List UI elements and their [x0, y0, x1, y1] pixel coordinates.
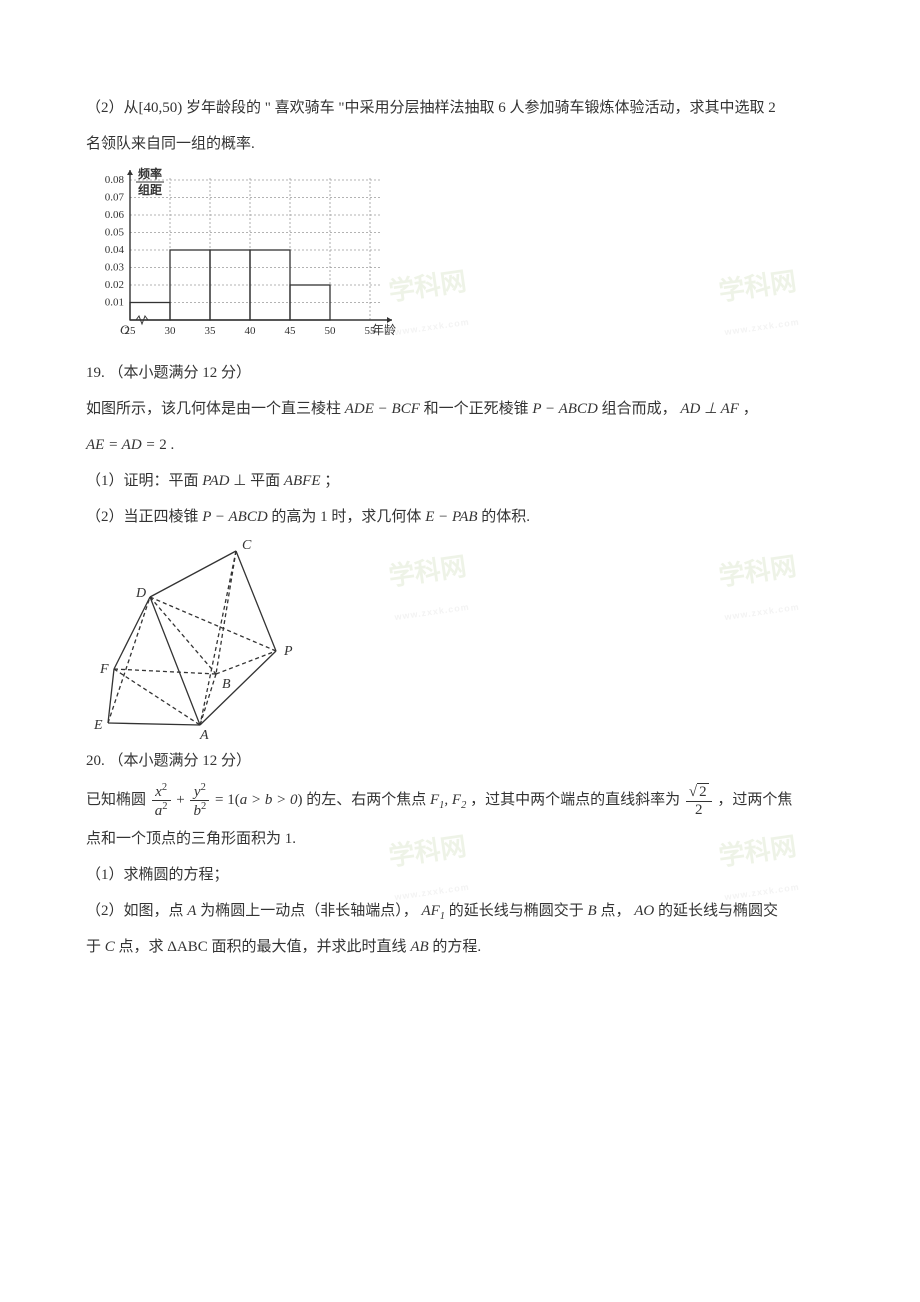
q19-l1c: 组合而成， [598, 401, 681, 417]
svg-text:40: 40 [245, 325, 257, 337]
slope-num: 2 [697, 783, 709, 801]
geometry-svg: C D P B F E A [86, 539, 306, 739]
geometry-figure: C D P B F E A [86, 539, 834, 739]
svg-text:0.04: 0.04 [105, 244, 125, 256]
q20-p3b: 点，求 [115, 939, 168, 955]
slope-frac: √2 2 [686, 783, 712, 818]
q18-part2-line1: （2）从[40,50) 岁年龄段的 " 喜欢骑车 "中采用分层抽样法抽取 6 人… [86, 90, 834, 126]
eq-eq: = 1( [215, 792, 240, 808]
q20-p2a: （2）如图，点 [86, 903, 187, 919]
q20-header: 20. （本小题满分 12 分） [86, 743, 834, 779]
svg-text:D: D [135, 586, 146, 601]
q20-tri: ΔABC [167, 939, 208, 955]
q20-p3a: 于 [86, 939, 105, 955]
q19-p2: （2）当正四棱锥 P − ABCD 的高为 1 时，求几何体 E − PAB 的… [86, 499, 834, 535]
svg-text:30: 30 [165, 325, 177, 337]
q20-p3c: 面积的最大值，并求此时直线 [208, 939, 411, 955]
q19-eq-l: AE = AD = [86, 437, 159, 453]
q20-p2c: 的延长线与椭圆交于 [445, 903, 588, 919]
svg-text:0.02: 0.02 [105, 279, 124, 291]
q19-line1: 如图所示，该几何体是由一个直三棱柱 ADE − BCF 和一个正死棱锥 P − … [86, 391, 834, 427]
q19-prism: ADE − BCF [345, 401, 420, 417]
q19-p2c: 的体积. [478, 509, 531, 525]
svg-text:C: C [242, 539, 252, 553]
ellipse-frac-1: x2 a2 [152, 782, 171, 820]
q19-plane1: PAD [202, 473, 229, 489]
q18-p2-prefix: （2）从 [86, 100, 139, 116]
q20-p2d: 点， [597, 903, 635, 919]
q19-p2a: （2）当正四棱锥 [86, 509, 202, 525]
svg-text:0.06: 0.06 [105, 209, 125, 221]
svg-text:F: F [99, 662, 109, 677]
svg-text:50: 50 [325, 325, 337, 337]
q20-p3: 于 C 点，求 ΔABC 面积的最大值，并求此时直线 AB 的方程. [86, 929, 834, 965]
svg-text:0.03: 0.03 [105, 262, 125, 274]
svg-text:0.07: 0.07 [105, 192, 125, 204]
q19-plane2: ABFE [284, 473, 321, 489]
svg-text:O: O [120, 322, 130, 337]
q20-p2: （2）如图，点 A 为椭圆上一动点（非长轴端点）， AF1 的延长线与椭圆交于 … [86, 893, 834, 929]
q20-line2: 点和一个顶点的三角形面积为 1. [86, 821, 834, 857]
q19-perp: AD ⊥ AF [680, 401, 739, 417]
q20-line1: 已知椭圆 x2 a2 + y2 b2 = 1(a > b > 0) 的左、右两个… [86, 779, 834, 821]
histogram-figure: 0.080.070.060.050.040.030.020.0125303540… [86, 166, 834, 351]
q20-AO: AO [634, 903, 654, 919]
q18-p2-mid: 岁年龄段的 " 喜欢骑车 "中采用分层抽样法抽取 6 人参加骑车锻炼体验活动，求… [182, 100, 776, 116]
q20-AF1: AF1 [421, 903, 445, 919]
q20-p2e: 的延长线与椭圆交 [654, 903, 778, 919]
ellipse-frac-2: y2 b2 [190, 782, 209, 820]
q19-eq-r: 2 . [159, 437, 174, 453]
svg-text:年龄/岁: 年龄/岁 [372, 322, 396, 337]
q20-foci: F1, F2 [430, 792, 466, 808]
q19-p2b: 的高为 1 时，求几何体 [268, 509, 426, 525]
q20-p1: （1）求椭圆的方程； [86, 857, 834, 893]
q19-p1a: （1）证明：平面 [86, 473, 202, 489]
histogram-svg: 0.080.070.060.050.040.030.020.0125303540… [86, 166, 396, 351]
svg-text:0.01: 0.01 [105, 297, 124, 309]
svg-text:E: E [93, 718, 103, 733]
q20-l1a: 已知椭圆 [86, 792, 150, 808]
plus-sign: + [176, 792, 188, 808]
q20-l1c: ，过两个焦 [717, 792, 792, 808]
q20-p2b: 为椭圆上一动点（非长轴端点）， [196, 903, 421, 919]
q20-C: C [105, 939, 115, 955]
q20-AB: AB [410, 939, 428, 955]
svg-text:A: A [199, 728, 209, 739]
svg-text:0.08: 0.08 [105, 174, 125, 186]
svg-text:0.05: 0.05 [105, 227, 125, 239]
q19-l1d: ， [739, 401, 758, 417]
eq-cond: a > b > 0 [240, 792, 298, 808]
svg-text:B: B [222, 677, 231, 692]
q19-l1b: 和一个正死棱锥 [420, 401, 533, 417]
eq-x: x [155, 784, 162, 800]
q19-pyr2: P − ABCD [202, 509, 267, 525]
q19-header: 19. （本小题满分 12 分） [86, 355, 834, 391]
slope-den: 2 [686, 802, 712, 819]
q19-l1a: 如图所示，该几何体是由一个直三棱柱 [86, 401, 345, 417]
q19-p1: （1）证明：平面 PAD ⊥ 平面 ABFE ； [86, 463, 834, 499]
q19-p1c: ； [320, 473, 339, 489]
svg-text:45: 45 [285, 325, 297, 337]
svg-text:频率: 频率 [138, 166, 162, 181]
q19-pyramid: P − ABCD [532, 401, 597, 417]
eq-y: y [194, 784, 201, 800]
q18-interval: [40,50) [139, 100, 183, 116]
svg-text:35: 35 [205, 325, 217, 337]
q20-B: B [588, 903, 597, 919]
q18-part2-line2: 名领队来自同一组的概率. [86, 126, 834, 162]
eq-close: ) [297, 792, 302, 808]
q19-p1b: ⊥ 平面 [230, 473, 284, 489]
q20-l1b: ，过其中两个端点的直线斜率为 [466, 792, 684, 808]
q20-p3d: 的方程. [429, 939, 482, 955]
svg-text:组距: 组距 [138, 182, 162, 197]
q19-line2: AE = AD = 2 . [86, 427, 834, 463]
q20-eq-end: 的左、右两个焦点 [306, 792, 430, 808]
q19-body: E − PAB [425, 509, 477, 525]
svg-text:P: P [283, 644, 293, 659]
eq-b: b [193, 803, 201, 819]
